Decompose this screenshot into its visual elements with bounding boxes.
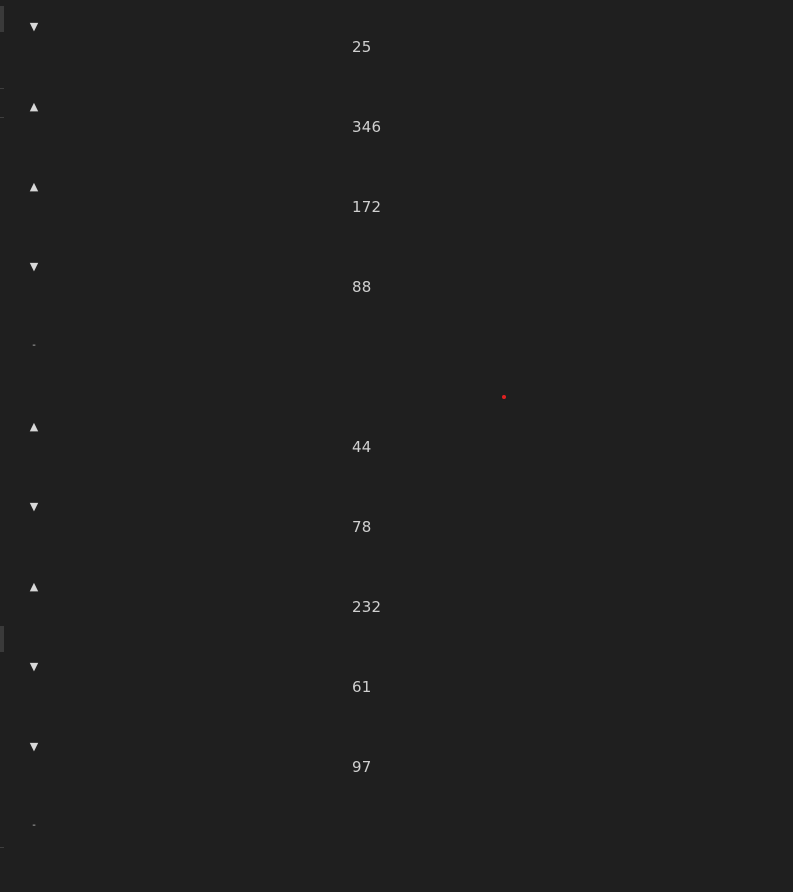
left-edge-marker [0,626,4,652]
left-edge-divider [0,88,4,89]
triangle-down-icon: ▼ [29,740,39,753]
triangle-down-icon: ▼ [29,20,39,33]
list-item: ▼ 88 [0,240,793,320]
triangle-up-icon: ▲ [29,580,39,593]
red-dot-indicator [502,395,506,399]
triangle-up-icon: ▲ [29,100,39,113]
value-text: 78 [352,518,372,536]
value-text: 61 [352,678,372,696]
left-edge-marker [0,6,4,32]
triangle-down-icon: ▼ [29,660,39,673]
list-item: ▲ 172 [0,160,793,240]
triangle-down-icon: ▼ [29,500,39,513]
value-text: 97 [352,758,372,776]
value-text: 25 [352,38,372,56]
value-text: 346 [352,118,382,136]
list-item: - [0,320,793,400]
value-text: 88 [352,278,372,296]
dash-icon: - [32,820,36,831]
dash-icon: - [32,340,36,351]
list-item: ▲ 346 [0,80,793,160]
list-item: ▲464 [0,880,793,892]
left-edge-divider [0,847,4,848]
list-item: ▼ 25 [0,0,793,80]
list-item: ▼ 97 [0,720,793,800]
value-text: 44 [352,438,372,456]
list-item: - [0,800,793,880]
list-item: ▲ 232 [0,560,793,640]
triangle-down-icon: ▼ [29,260,39,273]
value-text: 232 [352,598,382,616]
value-text: 172 [352,198,382,216]
list-item: ▲ 44 [0,400,793,480]
list-item: ▼ 61 [0,640,793,720]
left-edge-divider [0,117,4,118]
list-item: ▼ 78 [0,480,793,560]
triangle-up-icon: ▲ [29,180,39,193]
triangle-up-icon: ▲ [29,420,39,433]
